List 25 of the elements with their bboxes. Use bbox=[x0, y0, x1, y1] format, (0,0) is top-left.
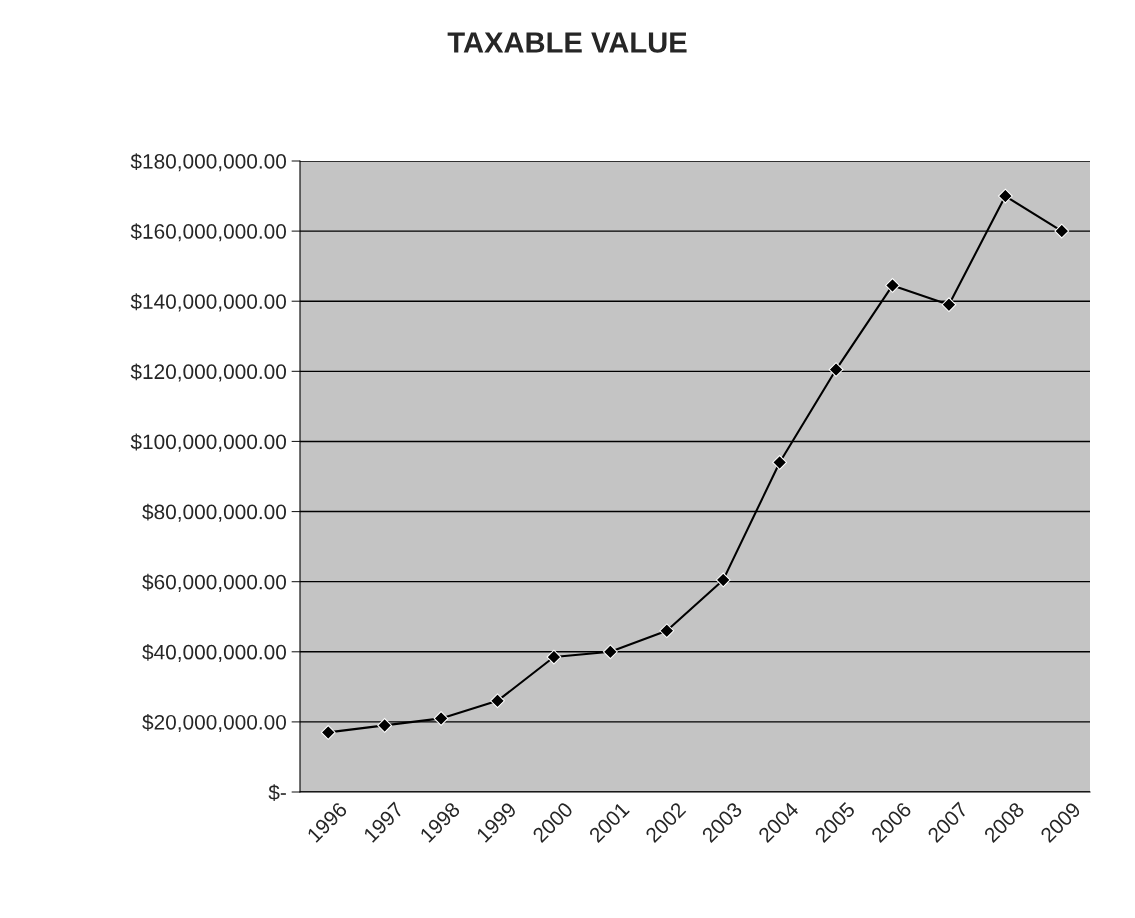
point bbox=[997, 188, 1013, 204]
y-tick-label: $80,000,000.00 bbox=[142, 503, 287, 522]
y-tick-label: $160,000,000.00 bbox=[130, 223, 287, 242]
point bbox=[377, 718, 393, 733]
y-tick-label: $120,000,000.00 bbox=[130, 363, 287, 382]
chart-title: TAXABLE VALUE bbox=[447, 32, 687, 53]
point bbox=[490, 693, 505, 709]
point bbox=[320, 725, 336, 740]
point bbox=[602, 644, 618, 660]
point bbox=[828, 362, 844, 377]
y-tick-label: $20,000,000.00 bbox=[142, 714, 287, 733]
y-tick-label: $100,000,000.00 bbox=[130, 433, 287, 452]
y-tick-label: $- bbox=[268, 784, 286, 801]
y-tick-label: $60,000,000.00 bbox=[142, 573, 287, 592]
point bbox=[772, 455, 788, 470]
y-tick-label: $140,000,000.00 bbox=[130, 293, 287, 312]
point bbox=[941, 297, 957, 313]
point bbox=[659, 623, 675, 639]
y-tick-label: $180,000,000.00 bbox=[130, 153, 287, 172]
point bbox=[546, 649, 562, 665]
point bbox=[1054, 223, 1070, 239]
point bbox=[433, 710, 449, 726]
point bbox=[715, 572, 731, 588]
y-tick-label: $40,000,000.00 bbox=[142, 643, 287, 662]
point bbox=[885, 278, 900, 293]
